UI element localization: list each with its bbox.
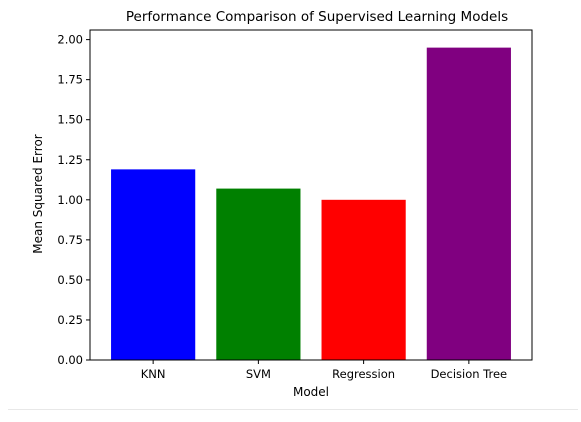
- bar-knn: [111, 169, 196, 360]
- y-tick-label: 0.50: [57, 273, 83, 287]
- y-axis-label: Mean Squared Error: [31, 134, 45, 254]
- y-tick-label: 0.25: [57, 313, 83, 327]
- footer-divider: [8, 409, 578, 410]
- x-tick-label: Decision Tree: [431, 367, 508, 381]
- x-tick-label: Regression: [332, 367, 395, 381]
- x-tick-label: SVM: [246, 367, 271, 381]
- y-tick-label: 1.50: [57, 113, 83, 127]
- bar-regression: [321, 199, 406, 360]
- y-tick-label: 2.00: [57, 33, 83, 47]
- y-tick-label: 0.75: [57, 233, 83, 247]
- bar-decision-tree: [426, 47, 511, 360]
- y-axis: 0.00 0.25 0.50 0.75 1.00 1.25 1.50 1.75 2.00: [57, 33, 90, 367]
- x-axis-label: Model: [293, 385, 329, 399]
- y-tick-label: 1.00: [57, 193, 83, 207]
- x-tick-label: KNN: [141, 367, 166, 381]
- chart-title: Performance Comparison of Supervised Lea…: [126, 9, 508, 25]
- bars-group: [111, 47, 511, 360]
- y-tick-label: 0.00: [57, 353, 83, 367]
- x-axis: KNN SVM Regression Decision Tree: [141, 360, 507, 381]
- y-tick-label: 1.25: [57, 153, 83, 167]
- y-tick-label: 1.75: [57, 73, 83, 87]
- plot-frame: [89, 29, 533, 361]
- bar-svm: [216, 188, 301, 360]
